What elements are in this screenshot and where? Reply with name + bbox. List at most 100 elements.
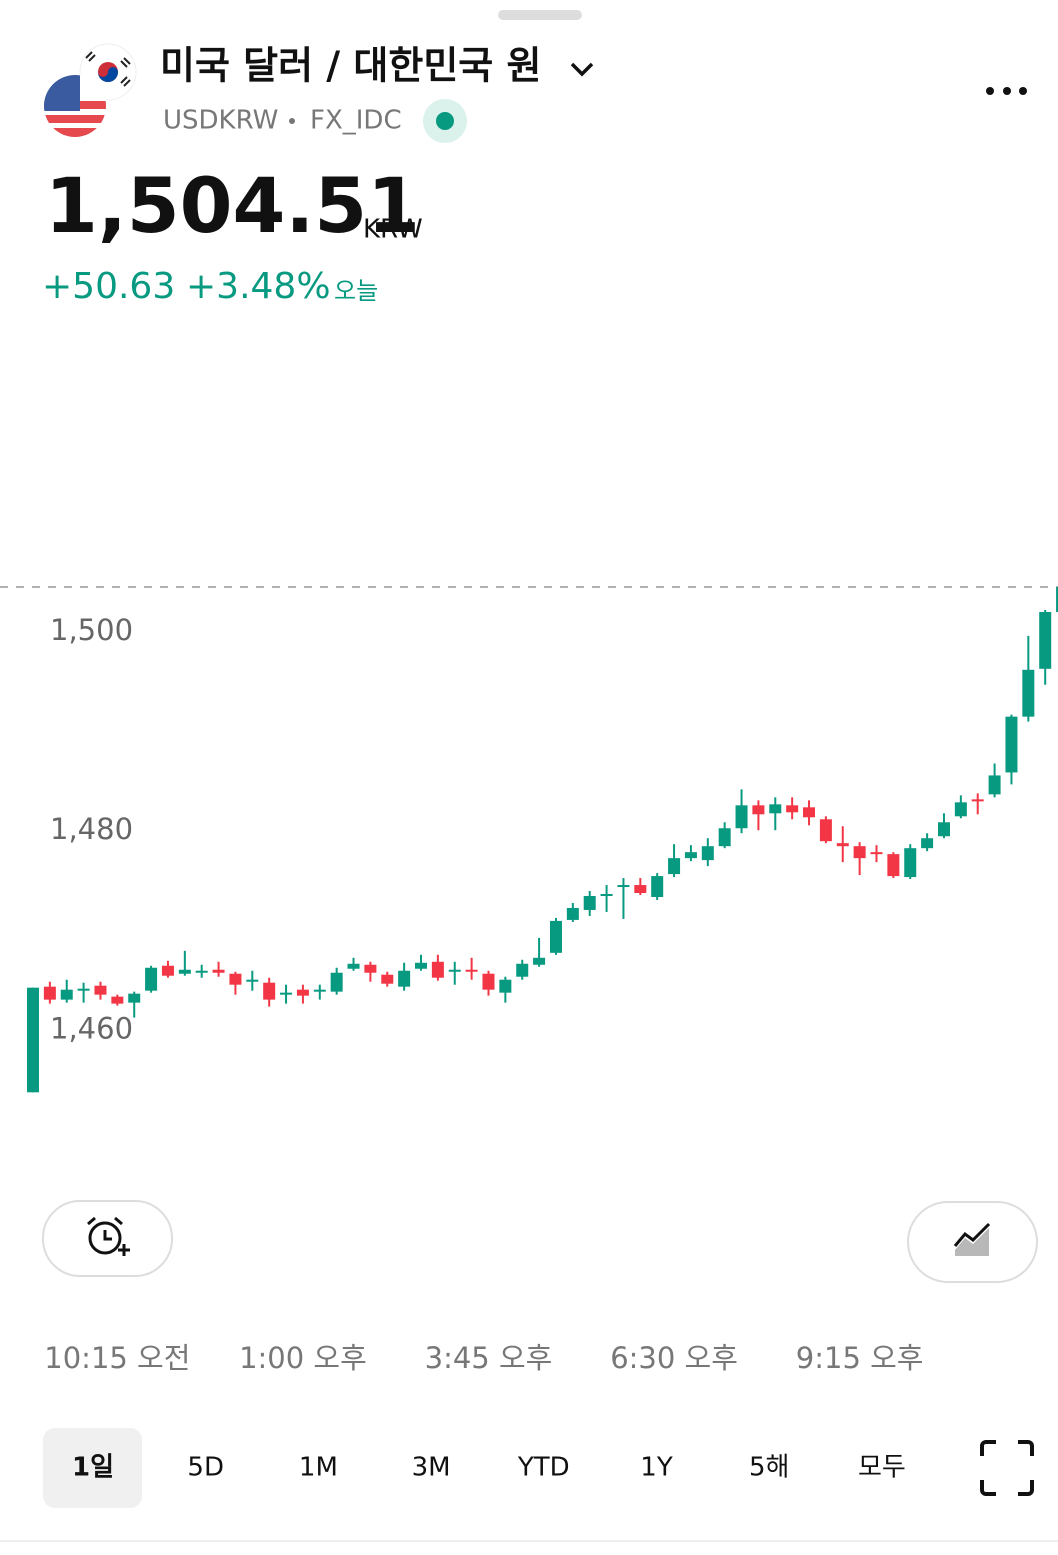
y-tick-label: 1,460 xyxy=(50,1012,133,1046)
candle-body xyxy=(684,852,697,859)
candle-body xyxy=(651,876,664,898)
range-tab[interactable]: 1M xyxy=(299,1453,338,1483)
candle-body xyxy=(482,973,495,990)
candle-body xyxy=(870,852,883,855)
candle-body xyxy=(381,974,394,984)
candle-body xyxy=(499,979,512,993)
candle-body xyxy=(803,807,816,818)
candle-body xyxy=(330,972,343,992)
change-percent: +3.48% xyxy=(186,266,331,307)
x-axis: 10:15 오전 1:00 오후 3:45 오후 6:30 오후 9:15 오후 xyxy=(44,1341,923,1375)
candle-body xyxy=(313,989,326,992)
more-button[interactable] xyxy=(986,87,1027,95)
x-tick-label: 6:30 오후 xyxy=(610,1341,738,1375)
candle-body xyxy=(431,961,444,978)
candle-body xyxy=(600,894,613,897)
candle-body xyxy=(904,848,917,878)
candle-body xyxy=(566,907,579,920)
chart-type-button[interactable] xyxy=(907,1201,1038,1283)
title: 미국 달러 / 대한민국 원 xyxy=(160,44,541,88)
candle-body xyxy=(516,963,529,977)
bottom-divider xyxy=(0,1540,1058,1542)
price: 1,504.51 xyxy=(45,161,420,250)
candle-body xyxy=(128,993,141,1003)
candle-body xyxy=(617,885,630,888)
candle-body xyxy=(212,969,225,973)
candle-body xyxy=(752,805,765,815)
x-tick-label: 1:00 오후 xyxy=(239,1341,367,1375)
exchange: FX_IDC xyxy=(310,106,402,136)
period: 오늘 xyxy=(334,277,378,305)
candle-body xyxy=(398,970,411,987)
candle-body xyxy=(937,822,950,837)
candle-body xyxy=(583,896,596,910)
candle-body xyxy=(246,979,259,982)
candle-body xyxy=(668,858,681,875)
candle-body xyxy=(94,985,107,995)
currency: KRW xyxy=(363,215,423,245)
candle-body xyxy=(533,957,546,965)
candle-body xyxy=(77,988,90,991)
candle-body xyxy=(263,982,276,1000)
candle-body xyxy=(887,854,900,877)
candle-body xyxy=(195,970,208,973)
x-tick-label: 9:15 오후 xyxy=(796,1341,924,1375)
flags xyxy=(43,43,137,138)
range-tab[interactable]: 3M xyxy=(412,1453,451,1483)
candle-body xyxy=(1039,612,1052,669)
candle-body xyxy=(1005,716,1018,773)
x-tick-label: 10:15 오전 xyxy=(44,1341,190,1375)
candle-body xyxy=(971,799,984,802)
change: +50.63 xyxy=(42,266,175,307)
range-tab[interactable]: 5D xyxy=(187,1453,224,1483)
candle-body xyxy=(988,775,1001,795)
range-tab[interactable]: 1Y xyxy=(640,1453,673,1483)
range-tab[interactable]: YTD xyxy=(517,1453,570,1483)
candle-body xyxy=(1022,669,1035,717)
separator-dot xyxy=(289,118,295,124)
candle-body xyxy=(549,920,562,953)
candle-body xyxy=(296,989,309,996)
candle-body xyxy=(145,967,158,991)
y-tick-label: 1,500 xyxy=(50,613,133,647)
candle-body xyxy=(415,962,428,969)
candle-body xyxy=(1056,587,1058,613)
range-tab[interactable]: 1일 xyxy=(72,1453,114,1483)
candle-body xyxy=(718,828,731,847)
candle-body xyxy=(161,965,174,976)
candle-body xyxy=(921,838,934,849)
candle-body xyxy=(111,996,124,1004)
plot xyxy=(0,586,1058,1093)
axes: 1,460 1,480 1,500 xyxy=(50,613,133,1046)
alert-icon xyxy=(87,1216,130,1256)
candle-body xyxy=(280,992,293,995)
chart-type-icon xyxy=(953,1222,991,1256)
range-tab[interactable]: 모두 xyxy=(858,1453,906,1483)
candle-body xyxy=(769,804,782,814)
drag-handle[interactable] xyxy=(498,10,582,20)
candle-body xyxy=(954,802,967,817)
candle-body xyxy=(465,969,478,972)
candle-body xyxy=(701,846,714,861)
candle-body xyxy=(735,805,748,829)
candle-body xyxy=(178,969,191,974)
range-tab[interactable]: 5해 xyxy=(749,1453,789,1483)
fullscreen-button[interactable] xyxy=(980,1440,1034,1496)
candle-body xyxy=(819,819,832,842)
candle-body xyxy=(43,986,56,1000)
candle-body xyxy=(836,843,849,847)
dropdown-chevron[interactable] xyxy=(570,62,594,77)
candle-body xyxy=(60,989,73,1000)
candle-body xyxy=(27,987,39,1093)
range-tabs: 1일 5D 1M 3M YTD 1Y 5해 모두 xyxy=(72,1453,906,1483)
candle-body xyxy=(786,805,799,813)
candle-body xyxy=(229,973,242,985)
candle-body xyxy=(347,963,360,969)
market-status-dot xyxy=(436,112,454,130)
candle-body xyxy=(448,969,461,972)
candle-body xyxy=(364,964,377,973)
selected-range xyxy=(43,1428,142,1508)
candle-body xyxy=(853,846,866,859)
